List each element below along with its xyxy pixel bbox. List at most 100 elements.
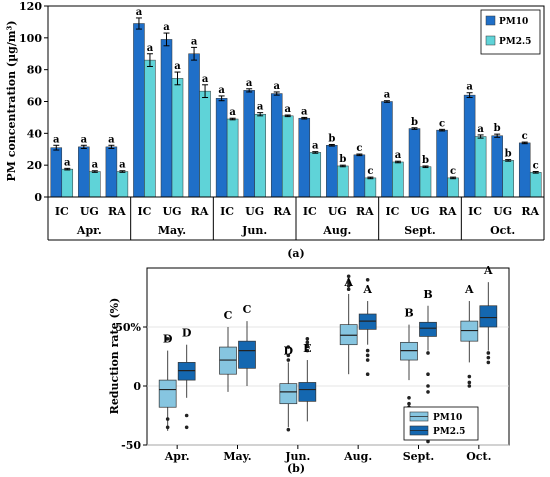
outlier-point xyxy=(305,340,310,345)
group-letter: D xyxy=(163,333,173,346)
legend-label: PM2.5 xyxy=(499,37,531,47)
box-x-axis-categories: Apr. May. Jun. Aug. Sept. Oct. xyxy=(164,445,491,463)
significance-letter: b xyxy=(422,155,429,166)
outlier-point xyxy=(305,344,310,348)
site-label: IC xyxy=(385,205,399,218)
box-pm25 xyxy=(479,305,498,328)
significance-letter: a xyxy=(64,157,71,168)
bar-pm10 xyxy=(215,98,228,198)
site-label: UG xyxy=(493,205,512,218)
bar-pm25 xyxy=(392,161,404,198)
outlier-point xyxy=(165,337,170,341)
outlier-point xyxy=(286,427,291,432)
significance-letter: a xyxy=(81,134,88,145)
group-letter: C xyxy=(224,309,233,322)
outlier-point xyxy=(184,413,189,418)
bar-pm25 xyxy=(61,168,74,198)
bar-y-tick-label: 120 xyxy=(19,0,42,13)
bar-pm25 xyxy=(116,171,129,198)
outlier-point xyxy=(426,384,430,388)
site-label: IC xyxy=(137,205,151,218)
outlier-point xyxy=(346,274,351,279)
bar-pm10 xyxy=(270,93,283,198)
significance-letter: a xyxy=(174,61,181,72)
bar-y-axis-label: PM concentration (µg/m³) xyxy=(5,20,18,181)
group-letter: D xyxy=(182,327,192,340)
group-letter: B xyxy=(423,288,432,301)
bar-pm10 xyxy=(353,154,366,198)
outlier-point xyxy=(486,360,491,365)
outlier-point xyxy=(286,358,291,362)
outlier-point xyxy=(365,358,370,362)
significance-letter: a xyxy=(202,74,209,85)
significance-letter: a xyxy=(119,160,126,171)
outlier-point xyxy=(407,401,411,406)
month-label: Sept. xyxy=(404,224,436,237)
month-label: May. xyxy=(158,224,186,237)
group-letter: B xyxy=(404,307,413,320)
site-label: IC xyxy=(55,205,69,218)
site-label: UG xyxy=(328,205,347,218)
significance-letter: a xyxy=(163,22,170,33)
bar-pm25 xyxy=(171,78,184,198)
group-letter: A xyxy=(464,283,474,296)
box-pm10 xyxy=(158,379,177,408)
bar-pm25 xyxy=(502,160,514,198)
significance-letter: c xyxy=(533,161,539,172)
outlier-point xyxy=(305,337,310,341)
outlier-point xyxy=(346,280,351,284)
group-letter: A xyxy=(483,264,493,277)
group-letter: C xyxy=(243,303,252,316)
box-y-tick-label: 50% xyxy=(115,321,141,334)
bar-pm25 xyxy=(419,166,432,198)
bar-y-tick-label: 60 xyxy=(27,96,43,109)
significance-letter: a xyxy=(477,124,484,135)
box-pm25 xyxy=(419,321,437,337)
outlier-point xyxy=(467,380,472,385)
site-label: UG xyxy=(411,205,430,218)
significance-letter: c xyxy=(356,143,362,154)
site-label: IC xyxy=(303,205,317,218)
significance-letter: a xyxy=(191,36,198,47)
box-x-tick-label: May. xyxy=(223,450,251,463)
bar-pm10 xyxy=(491,135,503,198)
significance-letter: a xyxy=(53,134,60,145)
bar-pm25 xyxy=(364,177,377,198)
box-x-tick-label: Apr. xyxy=(164,450,190,463)
significance-letter: a xyxy=(257,102,264,113)
box-y-ticks: -50 0 50% xyxy=(115,321,509,452)
site-label: IC xyxy=(220,205,234,218)
significance-letter: c xyxy=(522,131,528,142)
outlier-point xyxy=(365,278,370,282)
box-x-tick-label: Oct. xyxy=(466,450,491,463)
outlier-point xyxy=(426,351,430,355)
significance-letter: a xyxy=(395,150,402,161)
legend-label: PM2.5 xyxy=(433,427,465,437)
bar-pm10 xyxy=(381,101,393,198)
significance-letter: a xyxy=(136,7,143,18)
box-pm25 xyxy=(298,382,317,402)
outlier-point xyxy=(365,372,370,377)
bar-pm10 xyxy=(243,90,255,198)
outlier-point xyxy=(426,372,430,377)
bar-pm25 xyxy=(199,90,211,198)
group-letter: A xyxy=(362,283,372,296)
bar-pm10 xyxy=(326,145,338,198)
outlier-point xyxy=(286,345,291,349)
bar-pm10 xyxy=(298,117,311,198)
group-letter: E xyxy=(303,342,311,355)
outlier-point xyxy=(467,384,472,388)
site-label: RA xyxy=(439,205,457,218)
bar-pm10 xyxy=(105,146,118,198)
bar-x-axis-categories: IC UG RA IC UG RA IC UG RA IC UG RA IC UG RA IC UG RA Apr.… xyxy=(47,196,545,241)
outlier-point xyxy=(184,425,189,430)
significance-letter: a xyxy=(273,81,280,92)
bar-pm10 xyxy=(50,147,63,198)
bar-pm25 xyxy=(309,152,322,198)
bar-pm10 xyxy=(78,146,90,198)
bar-pm10 xyxy=(463,94,476,198)
significance-letter: a xyxy=(108,134,115,145)
bar-pm25 xyxy=(144,59,156,198)
